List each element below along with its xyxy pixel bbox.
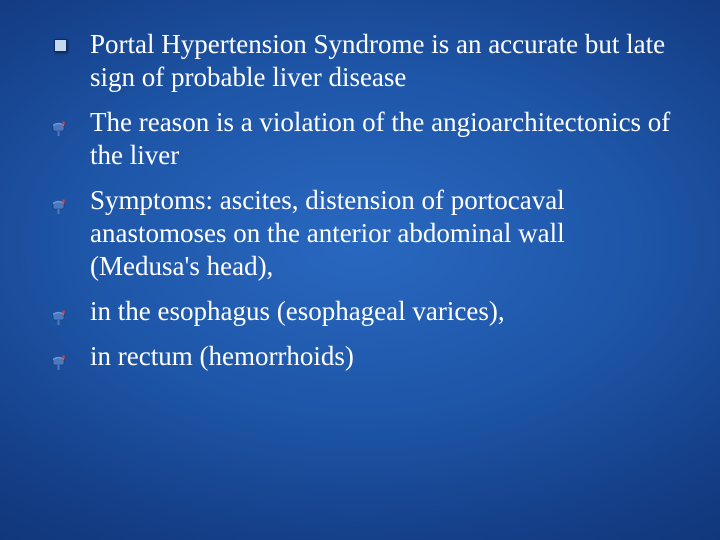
bullet-text: The reason is a violation of the angioar… <box>90 107 670 170</box>
bullet-text: Symptoms: ascites, distension of portoca… <box>90 185 565 281</box>
mailbox-bullet-icon <box>50 301 68 319</box>
bullet-text: in the esophagus (esophageal varices), <box>90 296 505 326</box>
slide-body: Portal Hypertension Syndrome is an accur… <box>0 0 720 540</box>
list-item: The reason is a violation of the angioar… <box>48 106 672 172</box>
bullet-text: Portal Hypertension Syndrome is an accur… <box>90 29 665 92</box>
bullet-text: in rectum (hemorrhoids) <box>90 341 354 371</box>
list-item: Portal Hypertension Syndrome is an accur… <box>48 28 672 94</box>
mailbox-bullet-icon <box>50 190 68 208</box>
list-item: Symptoms: ascites, distension of portoca… <box>48 184 672 283</box>
square-bullet-icon <box>54 39 67 52</box>
list-item: in the esophagus (esophageal varices), <box>48 295 672 328</box>
mailbox-bullet-icon <box>50 346 68 364</box>
bullet-list: Portal Hypertension Syndrome is an accur… <box>48 28 672 372</box>
list-item: in rectum (hemorrhoids) <box>48 340 672 373</box>
mailbox-bullet-icon <box>50 112 68 130</box>
